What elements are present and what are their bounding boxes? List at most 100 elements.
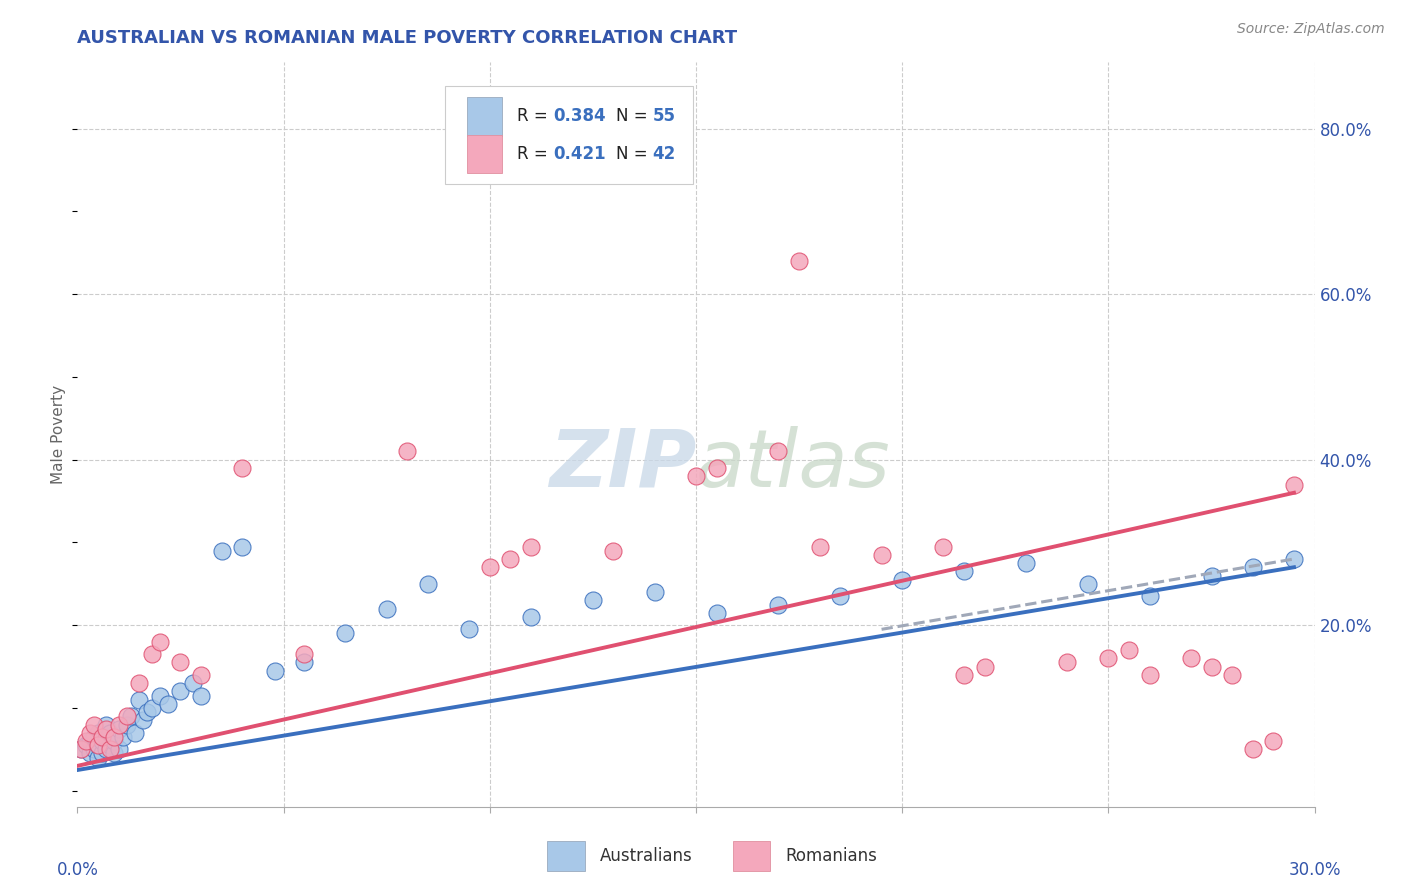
Point: [75, 734, 97, 748]
FancyBboxPatch shape: [467, 135, 502, 173]
Text: 0.421: 0.421: [554, 145, 606, 163]
Point: [520, 540, 543, 554]
Point: [111, 730, 134, 744]
Point: [231, 461, 253, 475]
Point: [70, 742, 93, 756]
Point: [706, 606, 728, 620]
Point: [96, 730, 118, 744]
Point: [83, 742, 105, 756]
Point: [87, 750, 110, 764]
Point: [136, 705, 159, 719]
Point: [1263, 734, 1285, 748]
FancyBboxPatch shape: [547, 841, 585, 871]
Point: [87, 738, 110, 752]
Point: [87, 726, 110, 740]
Point: [169, 684, 191, 698]
Point: [83, 730, 105, 744]
Point: [1201, 659, 1223, 673]
Point: [124, 726, 146, 740]
Point: [96, 717, 118, 731]
FancyBboxPatch shape: [444, 87, 693, 184]
Point: [396, 444, 419, 458]
Point: [768, 598, 790, 612]
Point: [953, 565, 976, 579]
Point: [231, 540, 253, 554]
Point: [787, 254, 810, 268]
Point: [149, 634, 172, 648]
Point: [115, 717, 138, 731]
Point: [685, 469, 707, 483]
Point: [211, 543, 233, 558]
Text: 42: 42: [652, 145, 676, 163]
Point: [1139, 589, 1161, 603]
Text: Australians: Australians: [599, 847, 692, 864]
Point: [157, 697, 180, 711]
Point: [1282, 477, 1305, 491]
Point: [87, 738, 110, 752]
Point: [103, 730, 125, 744]
Point: [190, 689, 212, 703]
FancyBboxPatch shape: [733, 841, 770, 871]
Point: [79, 726, 101, 740]
Point: [115, 709, 138, 723]
Text: 0.0%: 0.0%: [56, 861, 98, 879]
Point: [190, 668, 212, 682]
Text: 30.0%: 30.0%: [1288, 861, 1341, 879]
Point: [1015, 556, 1038, 570]
Text: R =: R =: [516, 145, 553, 163]
Text: R =: R =: [516, 107, 553, 125]
Point: [107, 722, 129, 736]
Point: [458, 623, 481, 637]
Point: [644, 585, 666, 599]
Point: [103, 734, 125, 748]
Point: [75, 738, 97, 752]
Point: [292, 647, 315, 661]
Point: [891, 573, 914, 587]
Point: [375, 601, 398, 615]
Point: [149, 689, 172, 703]
Point: [98, 726, 121, 740]
Point: [1139, 668, 1161, 682]
Point: [107, 742, 129, 756]
Text: N =: N =: [616, 107, 652, 125]
Point: [499, 552, 522, 566]
Point: [870, 548, 893, 562]
Text: Romanians: Romanians: [785, 847, 877, 864]
Point: [169, 656, 191, 670]
Point: [602, 543, 624, 558]
Point: [932, 540, 955, 554]
Point: [706, 461, 728, 475]
Point: [292, 656, 315, 670]
Point: [808, 540, 831, 554]
Point: [1282, 552, 1305, 566]
Point: [98, 738, 121, 752]
Point: [520, 610, 543, 624]
Point: [141, 647, 163, 661]
Point: [128, 676, 150, 690]
Point: [96, 742, 118, 756]
Point: [1097, 651, 1119, 665]
Point: [1056, 656, 1078, 670]
Text: 55: 55: [652, 107, 676, 125]
Point: [70, 742, 93, 756]
Text: N =: N =: [616, 145, 652, 163]
Point: [132, 714, 155, 728]
Y-axis label: Male Poverty: Male Poverty: [51, 385, 66, 484]
Point: [79, 747, 101, 761]
Point: [953, 668, 976, 682]
Text: ZIP: ZIP: [548, 425, 696, 504]
Point: [582, 593, 605, 607]
Text: AUSTRALIAN VS ROMANIAN MALE POVERTY CORRELATION CHART: AUSTRALIAN VS ROMANIAN MALE POVERTY CORR…: [77, 29, 738, 47]
Point: [91, 734, 114, 748]
Text: Source: ZipAtlas.com: Source: ZipAtlas.com: [1237, 22, 1385, 37]
Text: 0.384: 0.384: [554, 107, 606, 125]
Text: atlas: atlas: [696, 425, 891, 504]
Point: [768, 444, 790, 458]
FancyBboxPatch shape: [467, 97, 502, 136]
Point: [1220, 668, 1243, 682]
Point: [1201, 568, 1223, 582]
Point: [96, 722, 118, 736]
Point: [128, 692, 150, 706]
Point: [1077, 576, 1099, 591]
Point: [1118, 643, 1140, 657]
